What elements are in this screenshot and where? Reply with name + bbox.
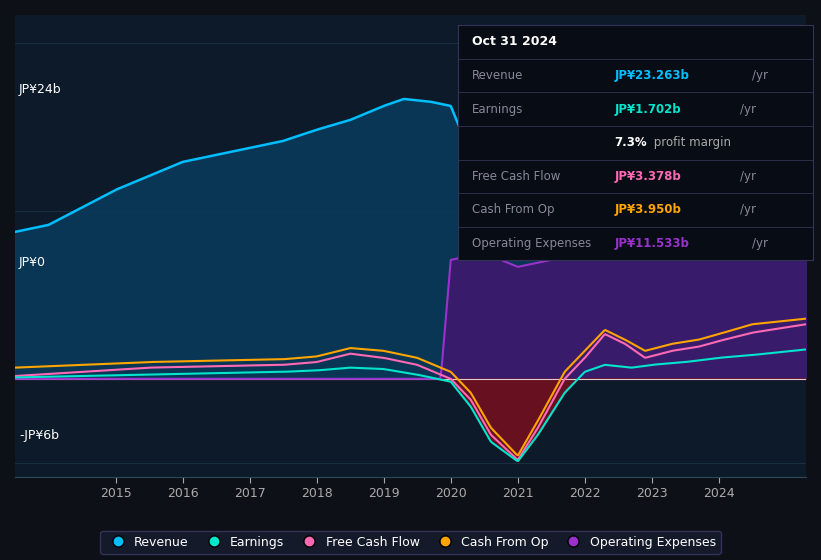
Text: /yr: /yr	[753, 237, 768, 250]
Text: Earnings: Earnings	[472, 102, 524, 116]
Text: JP¥1.702b: JP¥1.702b	[614, 102, 681, 116]
Text: JP¥3.378b: JP¥3.378b	[614, 170, 681, 183]
Text: -JP¥6b: -JP¥6b	[19, 429, 59, 442]
Text: JP¥24b: JP¥24b	[19, 83, 62, 96]
Text: JP¥0: JP¥0	[19, 256, 46, 269]
Text: /yr: /yr	[753, 69, 768, 82]
Text: Free Cash Flow: Free Cash Flow	[472, 170, 561, 183]
Text: Revenue: Revenue	[472, 69, 524, 82]
Text: Cash From Op: Cash From Op	[472, 203, 555, 217]
Text: JP¥11.533b: JP¥11.533b	[614, 237, 689, 250]
Text: JP¥23.263b: JP¥23.263b	[614, 69, 689, 82]
Text: /yr: /yr	[740, 102, 755, 116]
Legend: Revenue, Earnings, Free Cash Flow, Cash From Op, Operating Expenses: Revenue, Earnings, Free Cash Flow, Cash …	[100, 531, 721, 554]
Text: JP¥3.950b: JP¥3.950b	[614, 203, 681, 217]
Text: /yr: /yr	[740, 203, 755, 217]
Text: profit margin: profit margin	[649, 136, 731, 150]
Text: /yr: /yr	[740, 170, 755, 183]
Text: 7.3%: 7.3%	[614, 136, 647, 150]
Text: Operating Expenses: Operating Expenses	[472, 237, 592, 250]
Text: Oct 31 2024: Oct 31 2024	[472, 35, 557, 49]
